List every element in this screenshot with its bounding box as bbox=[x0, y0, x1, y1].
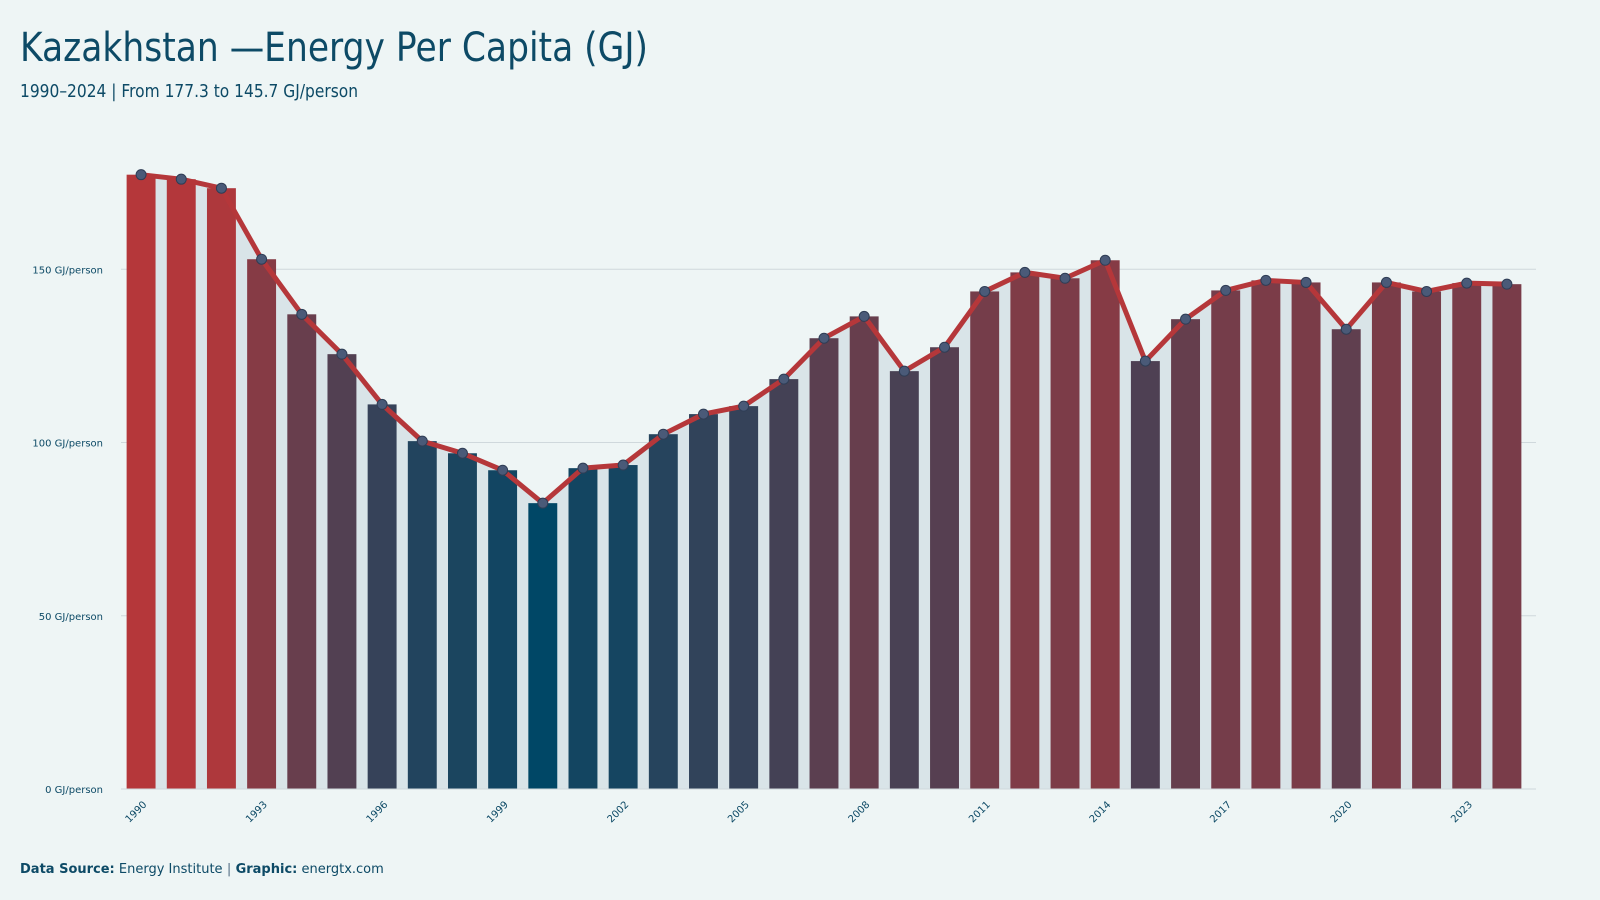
bar bbox=[769, 379, 799, 789]
bar bbox=[206, 188, 236, 789]
marker bbox=[939, 341, 951, 353]
bar bbox=[1251, 280, 1281, 789]
marker bbox=[657, 428, 669, 440]
bar bbox=[1171, 319, 1201, 789]
bar bbox=[1130, 361, 1160, 789]
bar bbox=[1412, 291, 1442, 789]
bar bbox=[648, 434, 678, 789]
bar bbox=[1050, 278, 1080, 789]
marker bbox=[336, 348, 348, 360]
marker bbox=[1139, 355, 1151, 367]
marker bbox=[497, 464, 509, 476]
marker bbox=[1260, 274, 1272, 286]
bar bbox=[327, 354, 357, 789]
marker bbox=[416, 435, 428, 447]
source: Energy Institute bbox=[119, 862, 223, 877]
y-tick-label: 50 GJ/person bbox=[39, 612, 103, 623]
marker bbox=[1019, 266, 1031, 278]
bar bbox=[809, 338, 839, 789]
marker bbox=[778, 373, 790, 385]
marker bbox=[376, 398, 388, 410]
bar bbox=[729, 406, 759, 789]
marker bbox=[1421, 285, 1433, 297]
source-label: Data Source: bbox=[20, 862, 115, 877]
bar bbox=[1211, 290, 1241, 789]
marker bbox=[898, 365, 910, 377]
bar bbox=[1010, 272, 1040, 789]
marker bbox=[456, 447, 468, 459]
bar bbox=[889, 371, 919, 789]
marker bbox=[617, 459, 629, 471]
y-tick-label: 150 GJ/person bbox=[32, 265, 103, 276]
bar bbox=[528, 503, 558, 789]
marker bbox=[1501, 278, 1513, 290]
graphic-label: Graphic: bbox=[236, 862, 298, 877]
bar bbox=[488, 470, 518, 789]
marker bbox=[1300, 276, 1312, 288]
bar bbox=[126, 174, 156, 790]
marker bbox=[1099, 254, 1111, 266]
bar bbox=[1291, 282, 1321, 789]
marker bbox=[175, 173, 187, 185]
marker bbox=[738, 400, 750, 412]
marker bbox=[1380, 276, 1392, 288]
bar bbox=[970, 291, 1000, 789]
marker bbox=[135, 169, 147, 181]
bar bbox=[247, 259, 277, 789]
marker bbox=[1220, 284, 1232, 296]
chart-title: Kazakhstan —Energy Per Capita (GJ) bbox=[20, 25, 648, 71]
bar bbox=[1492, 284, 1522, 789]
marker bbox=[818, 332, 830, 344]
chart-subtitle: 1990–2024 | From 177.3 to 145.7 GJ/perso… bbox=[20, 81, 358, 102]
y-tick-label: 100 GJ/person bbox=[32, 439, 103, 450]
marker bbox=[1180, 313, 1192, 325]
marker bbox=[1059, 272, 1071, 284]
bar bbox=[1331, 329, 1361, 789]
bar bbox=[447, 453, 477, 789]
bar bbox=[608, 465, 638, 789]
marker bbox=[697, 408, 709, 420]
bar bbox=[1371, 282, 1401, 789]
marker bbox=[256, 253, 268, 265]
marker bbox=[537, 497, 549, 509]
marker bbox=[979, 285, 991, 297]
bar bbox=[930, 347, 959, 789]
bar bbox=[166, 179, 196, 789]
footer: Data Source: Energy Institute | Graphic:… bbox=[20, 862, 384, 877]
marker bbox=[215, 182, 227, 194]
bar bbox=[1452, 283, 1482, 789]
bar bbox=[1090, 260, 1120, 790]
bar bbox=[367, 404, 397, 789]
bar bbox=[287, 314, 317, 789]
bar bbox=[407, 441, 437, 789]
marker bbox=[858, 310, 870, 322]
y-tick-label: 0 GJ/person bbox=[45, 785, 103, 796]
bar bbox=[849, 316, 879, 789]
bar bbox=[568, 468, 598, 789]
marker bbox=[296, 308, 308, 320]
graphic: energtx.com bbox=[302, 862, 384, 877]
marker bbox=[1340, 323, 1352, 335]
marker bbox=[577, 462, 589, 474]
marker bbox=[1461, 277, 1473, 289]
separator: | bbox=[227, 862, 232, 877]
bar bbox=[689, 414, 718, 789]
